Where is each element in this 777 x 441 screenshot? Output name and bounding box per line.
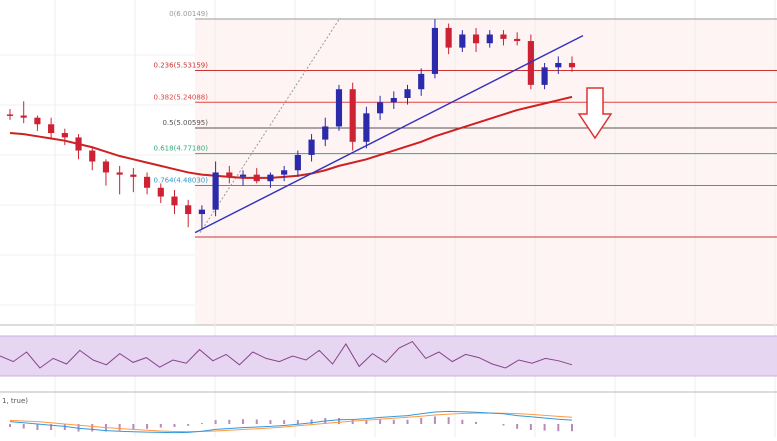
candle-body	[390, 97, 397, 103]
candle-body	[363, 113, 370, 142]
candle-body	[226, 172, 233, 177]
macd-label: 1, true)	[2, 397, 28, 405]
moving-average-line	[9, 95, 573, 179]
candle-body	[431, 27, 439, 74]
fib-level-label: 0.382(5.24088)	[154, 93, 209, 101]
candle-body	[500, 34, 507, 39]
fib-projection-line	[199, 17, 341, 233]
candle-body	[267, 174, 274, 182]
candle-body	[61, 133, 68, 138]
fib-level-label: 0.618(4.77180)	[154, 145, 209, 153]
candle-body	[472, 34, 480, 44]
candle-body	[130, 174, 137, 177]
candle-body	[541, 67, 548, 85]
candle-body	[185, 205, 192, 215]
candle-body	[322, 126, 329, 140]
candle-body	[349, 89, 356, 142]
candle-body	[239, 174, 247, 177]
candle-body	[171, 196, 178, 206]
candle-body	[308, 139, 315, 155]
candle-body	[157, 187, 164, 197]
candle-body	[281, 170, 288, 175]
candle-body	[20, 115, 27, 118]
candle-body	[568, 62, 576, 68]
macd-line	[9, 410, 573, 434]
candle-body	[486, 34, 493, 44]
candle-body	[116, 172, 123, 175]
candle-body	[212, 172, 219, 210]
fib-level-label: 0.236(5.53159)	[154, 61, 209, 69]
candle-body	[253, 174, 260, 182]
candle-body	[89, 150, 96, 162]
candle-body	[418, 73, 425, 90]
candle-body	[335, 89, 343, 127]
candle-body	[527, 41, 534, 85]
candle-body	[34, 117, 41, 125]
candle-body	[377, 102, 384, 114]
candle-body	[404, 89, 411, 98]
fib-level-label: 0.5(5.00595)	[162, 119, 208, 127]
candle-body	[555, 62, 562, 68]
candle-body	[102, 161, 110, 173]
candle-body	[198, 209, 205, 215]
candle-body	[6, 114, 14, 116]
rsi-band	[0, 336, 777, 376]
candle-body	[48, 124, 55, 134]
rsi-line	[0, 340, 573, 369]
candle-body	[75, 137, 82, 151]
macd-signal-line	[9, 412, 573, 433]
candle-body	[459, 34, 466, 48]
fib-level-label: 0(6.00149)	[169, 10, 208, 18]
down-arrow-icon	[577, 87, 613, 140]
candle-body	[143, 176, 151, 188]
candle-body	[445, 27, 452, 48]
candle-body	[514, 38, 521, 42]
support-trendline	[194, 34, 584, 234]
candle-body	[294, 154, 301, 171]
fib-level-label: 0.764(4.48030)	[154, 177, 209, 185]
